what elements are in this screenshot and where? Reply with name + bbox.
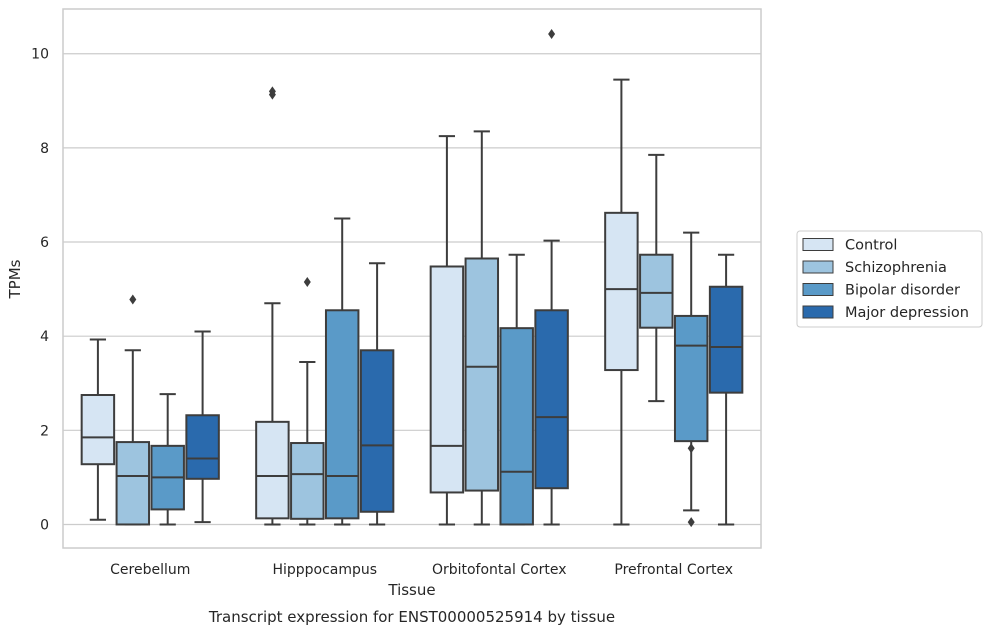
box-plot: [708, 253, 744, 526]
legend: Control Schizophrenia Bipolar disorder Majo…: [796, 230, 983, 328]
x-tick-label: Prefrontal Cortex: [614, 562, 733, 578]
outlier-point: [268, 86, 276, 97]
legend-label: Control: [845, 238, 897, 254]
box: [115, 441, 151, 526]
box-plot: [429, 135, 465, 526]
box: [604, 211, 639, 372]
box: [255, 420, 290, 520]
x-tick-label: Cerebellum: [110, 562, 190, 578]
box: [464, 257, 500, 492]
legend-swatch: [802, 238, 834, 251]
box-plot: [499, 253, 534, 526]
box-plot: [324, 217, 360, 526]
y-tick-label: 2: [40, 423, 49, 439]
box-plot: [80, 338, 116, 521]
box-plot: [534, 28, 569, 526]
box: [80, 394, 116, 466]
legend-swatch: [802, 283, 834, 296]
box-plot: [255, 86, 290, 526]
y-tick-label: 10: [31, 47, 49, 63]
x-tick-label: Orbitofontal Cortex: [432, 562, 567, 578]
box: [185, 414, 220, 480]
box: [359, 349, 395, 513]
outlier-point: [687, 443, 695, 454]
box: [673, 314, 709, 443]
x-tick-label: Hipppocampus: [272, 562, 377, 578]
box-plot: [290, 277, 325, 526]
y-tick-label: 4: [40, 329, 49, 345]
box-plot: [604, 78, 639, 526]
box-plot: [359, 262, 395, 526]
box-plot: [150, 393, 185, 526]
outlier-point: [548, 28, 556, 39]
box-plot: [639, 153, 674, 403]
y-axis-ticks: 0 2 4 6 8 10: [31, 47, 49, 534]
plot-area: [62, 8, 762, 549]
legend-label: Major depression: [845, 305, 969, 321]
legend-item: Major depression: [802, 305, 969, 321]
legend-items: Control Schizophrenia Bipolar disorder Majo…: [802, 238, 969, 321]
y-tick-label: 0: [40, 517, 49, 533]
box: [639, 253, 674, 329]
box: [499, 327, 534, 526]
outlier-point: [687, 517, 695, 528]
legend-label: Bipolar disorder: [845, 283, 960, 299]
box-plot: [115, 294, 151, 526]
box: [429, 265, 465, 494]
legend-item: Schizophrenia: [802, 260, 947, 276]
box: [324, 309, 360, 520]
legend-label: Schizophrenia: [845, 260, 947, 276]
figure-caption: Transcript expression for ENST0000052591…: [208, 608, 615, 626]
boxes: [80, 28, 744, 528]
legend-frame: [796, 230, 983, 328]
outlier-point: [303, 277, 311, 288]
legend-item: Bipolar disorder: [802, 283, 960, 299]
y-axis-title: TPMs: [6, 259, 24, 299]
legend-swatch: [802, 305, 834, 319]
y-tick-label: 6: [40, 235, 49, 251]
box: [534, 309, 569, 490]
box-plot: [185, 330, 220, 524]
x-axis-ticks: Cerebellum Hipppocampus Orbitofontal Corte…: [110, 562, 733, 578]
box-plot: [464, 130, 500, 526]
box-plot: [673, 231, 709, 528]
gridlines: [63, 53, 761, 526]
outlier-point: [129, 294, 137, 305]
box: [708, 285, 744, 394]
legend-swatch: [802, 260, 834, 274]
legend-item: Control: [802, 238, 897, 254]
x-axis-title: Tissue: [387, 581, 435, 599]
box: [290, 442, 325, 520]
y-tick-label: 8: [40, 141, 49, 157]
